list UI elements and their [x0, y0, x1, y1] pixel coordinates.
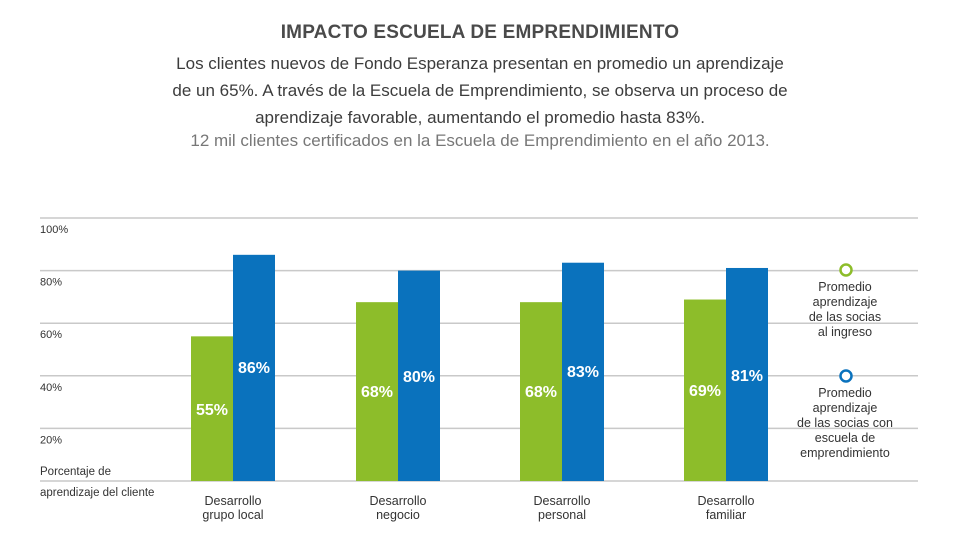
bar-ingreso: [191, 336, 233, 481]
legend-label: de las socias: [809, 310, 881, 324]
bar-escuela: [726, 267, 768, 481]
y-axis-label: aprendizaje del cliente: [40, 487, 154, 499]
x-tick-label: grupo local: [202, 508, 263, 522]
bar-ingreso: [520, 302, 562, 481]
bar-ingreso: [356, 302, 398, 481]
x-tick-label: Desarrollo: [205, 494, 262, 508]
data-label: 86%: [238, 360, 270, 377]
legend-label: aprendizaje: [813, 295, 878, 309]
y-tick-label: 20%: [40, 434, 62, 446]
legend-label: aprendizaje: [813, 401, 878, 415]
x-tick-label: Desarrollo: [698, 494, 755, 508]
chart-description: Los clientes nuevos de Fondo Esperanza p…: [130, 50, 830, 131]
legend-label: Promedio: [818, 386, 872, 400]
bar-escuela: [398, 270, 440, 481]
data-label: 69%: [689, 383, 721, 400]
legend-label: emprendimiento: [800, 446, 890, 460]
data-label: 68%: [525, 384, 557, 401]
chart-title: IMPACTO ESCUELA DE EMPRENDIMIENTO: [280, 22, 680, 43]
description-line-2: de un 65%. A través de la Escuela de Emp…: [172, 81, 788, 100]
chart-note: 12 mil clientes certificados en la Escue…: [190, 131, 770, 150]
x-tick-label: personal: [538, 508, 586, 522]
description-line-1: Los clientes nuevos de Fondo Esperanza p…: [176, 54, 784, 73]
data-label: 55%: [196, 402, 228, 419]
data-label: 80%: [403, 369, 435, 386]
y-tick-label: 80%: [40, 277, 62, 289]
y-axis-label: Porcentaje de: [40, 466, 111, 478]
description-line-3: aprendizaje favorable, aumentando el pro…: [255, 108, 705, 127]
y-tick-label: 40%: [40, 382, 62, 394]
legend-label: escuela de: [815, 431, 876, 445]
legend-marker: [839, 369, 853, 383]
bar-escuela: [233, 254, 275, 481]
legend-label: Promedio: [818, 280, 872, 294]
data-label: 68%: [361, 384, 393, 401]
legend-label: al ingreso: [818, 325, 872, 339]
data-label: 83%: [567, 364, 599, 381]
x-tick-label: familiar: [706, 508, 746, 522]
x-tick-label: Desarrollo: [534, 494, 591, 508]
x-tick-label: Desarrollo: [370, 494, 427, 508]
x-tick-label: negocio: [376, 508, 420, 522]
bar-ingreso: [684, 299, 726, 481]
data-label: 81%: [731, 368, 763, 385]
bar-escuela: [562, 262, 604, 481]
legend-marker: [839, 263, 853, 277]
y-tick-label: 60%: [40, 329, 62, 341]
y-tick-label: 100%: [40, 224, 68, 236]
legend-label: de las socias con: [797, 416, 893, 430]
